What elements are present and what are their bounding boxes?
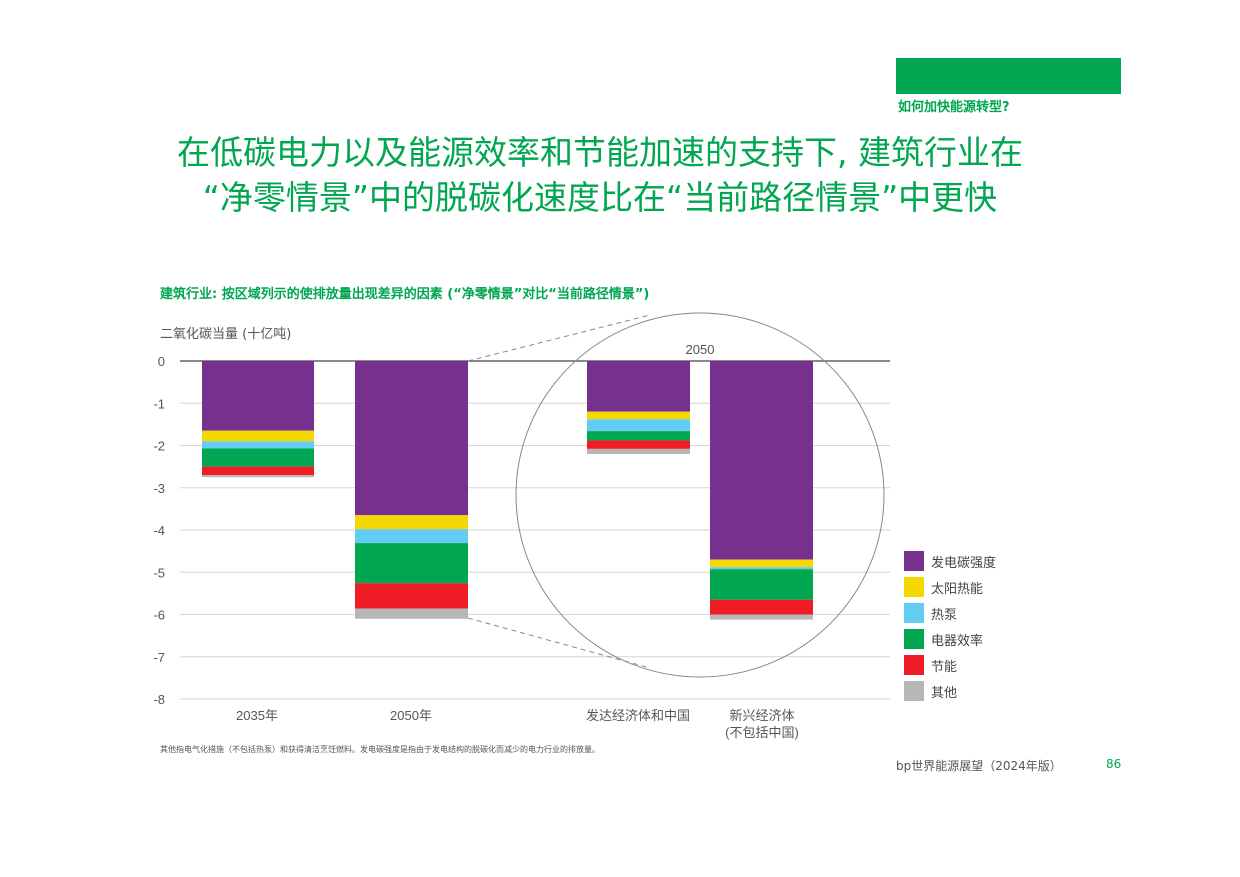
header-accent-bar <box>896 58 1121 94</box>
legend-label: 热泵 <box>931 607 958 623</box>
legend-item: 热泵 <box>904 600 996 626</box>
bar-segment <box>202 448 314 467</box>
bar-segment <box>355 583 468 609</box>
bar-segment <box>710 567 813 570</box>
bar-segment <box>202 466 314 476</box>
legend-item: 太阳热能 <box>904 574 996 600</box>
x-tick-label: 新兴经济体 <box>729 708 794 723</box>
page-title-line-2: “净零情景”中的脱碳化速度比在“当前路径情景”中更快 <box>202 178 998 217</box>
publication-name: bp世界能源展望（2024年版） <box>896 759 1062 773</box>
bar-segment <box>587 361 690 412</box>
bar-segment <box>587 431 690 441</box>
legend-item: 节能 <box>904 652 996 678</box>
legend-item: 其他 <box>904 678 996 704</box>
bar-segment <box>710 599 813 615</box>
legend-label: 太阳热能 <box>931 581 984 597</box>
page-title-line-1: 在低碳电力以及能源效率和节能加速的支持下, 建筑行业在 <box>177 133 1023 172</box>
bar-segment <box>202 361 314 431</box>
legend-label: 节能 <box>931 659 958 675</box>
chart-legend: 发电碳强度太阳热能热泵电器效率节能其他 <box>904 548 996 704</box>
bar-segment <box>355 361 468 516</box>
bar-segment <box>710 559 813 568</box>
x-tick-label: (不包括中国) <box>725 725 799 740</box>
legend-swatch <box>904 551 924 571</box>
page-title: 在低碳电力以及能源效率和节能加速的支持下, 建筑行业在 “净零情景”中的脱碳化速… <box>100 130 1100 220</box>
bar-segment <box>355 515 468 530</box>
inset-label: 2050 <box>686 342 715 357</box>
y-tick-label: -3 <box>153 481 165 496</box>
legend-swatch <box>904 629 924 649</box>
bar-segment <box>355 529 468 544</box>
legend-label: 发电碳强度 <box>931 555 997 571</box>
legend-swatch <box>904 655 924 675</box>
y-tick-label: -2 <box>153 439 165 454</box>
zoom-connector-line <box>467 617 651 669</box>
y-axis-label: 二氧化碳当量 (十亿吨) <box>160 327 292 342</box>
y-tick-label: 0 <box>158 354 165 369</box>
bar-segment <box>202 475 314 478</box>
y-tick-label: -8 <box>153 692 165 707</box>
bar-segment <box>355 608 468 619</box>
zoom-inset-circle <box>515 312 885 678</box>
x-tick-label: 2050年 <box>390 708 432 723</box>
y-tick-label: -1 <box>153 396 165 411</box>
section-label: 如何加快能源转型? <box>898 100 1010 115</box>
y-tick-label: -4 <box>153 523 165 538</box>
zoom-connector-line <box>467 314 651 362</box>
legend-swatch <box>904 577 924 597</box>
legend-item: 电器效率 <box>904 626 996 652</box>
x-tick-label: 发达经济体和中国 <box>586 708 690 723</box>
bar-segment <box>202 430 314 442</box>
legend-label: 其他 <box>931 685 958 701</box>
bar-segment <box>710 569 813 600</box>
y-tick-label: -5 <box>153 565 165 580</box>
bar-segment <box>587 411 690 420</box>
legend-item: 发电碳强度 <box>904 548 996 574</box>
page-number: 86 <box>1106 757 1122 771</box>
y-tick-label: -6 <box>153 608 165 623</box>
legend-label: 电器效率 <box>931 633 984 649</box>
bar-segment <box>202 441 314 449</box>
chart-title: 建筑行业: 按区域列示的使排放量出现差异的因素 (“净零情景”对比“当前路径情景… <box>160 287 650 302</box>
legend-swatch <box>904 603 924 623</box>
bar-segment <box>587 448 690 454</box>
legend-swatch <box>904 681 924 701</box>
x-tick-label: 2035年 <box>236 708 278 723</box>
footnote: 其他指电气化措施（不包括热泵）和获得清洁烹饪燃料。发电碳强度是指由于发电结构的脱… <box>160 745 600 754</box>
bar-segment <box>587 440 690 449</box>
bar-segment <box>710 361 813 560</box>
bar-segment <box>355 543 468 584</box>
bar-segment <box>587 419 690 432</box>
y-tick-label: -7 <box>153 650 165 665</box>
bar-segment <box>710 614 813 620</box>
